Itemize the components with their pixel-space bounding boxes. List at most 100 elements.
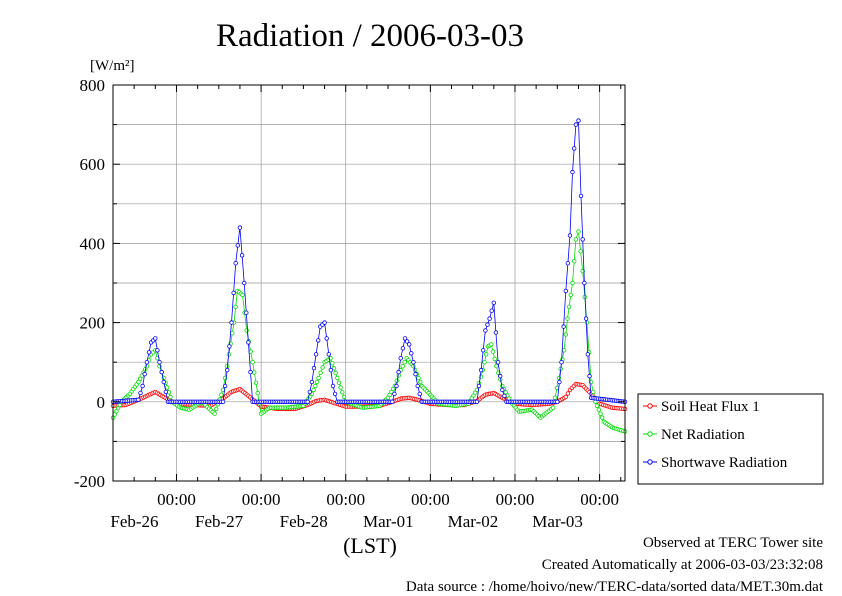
data-point [572,259,577,264]
legend-item-soil-heat-flux-1: Soil Heat Flux 1 [643,399,760,415]
data-point [585,352,590,357]
data-point [566,304,572,309]
data-point [481,348,486,353]
data-point [576,229,581,234]
data-point [338,385,343,390]
x-tick-date-label: Feb-26 [110,512,158,531]
data-point [240,292,245,298]
data-point [491,300,496,305]
x-tick-time-label: 00:00 [496,490,535,509]
data-point [411,360,416,365]
data-point [561,348,567,353]
x-tick-date-label: Feb-27 [195,512,244,531]
data-point [417,391,422,397]
data-point [212,411,217,416]
data-point [587,373,592,379]
footer-source: Data source : /home/hoivo/new/TERC-data/… [405,579,823,595]
data-point [482,360,487,365]
data-point [563,288,568,294]
data-point [146,350,152,355]
data-point [474,399,480,404]
data-point [253,380,259,385]
data-point [409,351,414,356]
data-point [313,352,319,357]
data-point [161,379,166,385]
y-axis-ticks: -200 0 200 400 600 800 [74,76,625,491]
data-point [163,389,169,395]
data-point [159,369,164,375]
data-point [567,233,573,238]
data-point [578,249,583,254]
grid [113,85,625,481]
data-point [552,395,558,400]
legend-box [637,393,824,485]
data-point [478,367,484,373]
data-point [142,371,147,377]
data-point [250,360,255,365]
x-tick-date-label: Mar-03 [532,512,583,531]
data-point [305,399,310,404]
data-point [503,390,508,395]
data-point [231,290,236,296]
data-point [476,383,482,389]
data-point [565,261,571,266]
data-point [489,342,494,347]
data-point [394,383,399,389]
data-point [335,375,340,381]
legend-swatch-marker [647,403,653,409]
y-axis-unit: [W/m²] [90,58,134,74]
data-point [213,406,219,412]
data-point [316,338,321,343]
y-tick-label: 0 [97,393,106,412]
data-point [565,391,571,396]
data-point [233,304,238,309]
data-point [565,316,570,321]
x-tick-time-label: 00:00 [580,490,619,509]
data-point [478,374,484,379]
x-tick-time-label: 00:00 [326,490,365,509]
data-point [224,367,230,373]
data-point [563,332,568,337]
legend-item-shortwave-radiation: Shortwave Radiation [643,455,788,471]
data-point [550,405,556,410]
data-point [136,379,141,385]
data-point [222,383,228,389]
legend-item-net-radiation: Net Radiation [643,427,745,443]
legend-swatch-marker [647,431,653,437]
data-point [561,324,566,329]
data-point [596,407,601,412]
data-point [322,320,327,325]
y-tick-label: -200 [74,472,105,491]
data-point [307,389,312,395]
data-point [392,391,397,397]
data-point [237,225,243,230]
y-tick-label: 600 [80,155,106,174]
data-point [229,320,234,325]
chart-title: Radiation / 2006-03-03 [216,18,524,54]
data-point [333,370,338,376]
x-axis-ticks: 00:00 Feb-26 00:00 Feb-27 00:00 Feb-28 00:00 Ma… [110,85,622,531]
data-point [341,394,347,400]
data-point [233,261,238,266]
footer-observed: Observed at TERC Tower site [642,535,823,551]
data-point [487,316,492,321]
data-point [498,373,503,379]
data-point [140,383,145,389]
data-point [309,379,315,385]
data-point [500,387,505,393]
data-point [484,352,489,357]
data-point [155,348,160,353]
data-point [580,237,585,242]
legend-label: Net Radiation [661,427,745,443]
data-point [400,364,405,369]
data-point [495,360,501,365]
data-point [235,243,240,248]
data-point [246,340,251,345]
data-point [594,403,600,408]
data-point [402,360,407,365]
legend-label: Shortwave Radiation [661,455,788,471]
data-point [324,336,329,341]
data-point [311,387,316,393]
data-point [404,339,410,344]
